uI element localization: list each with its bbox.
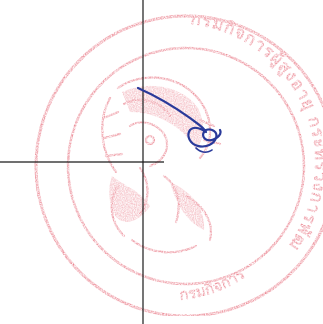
seal-outer-ring: [34, 14, 323, 318]
seal-emblem-shading: [109, 85, 205, 230]
seal-inner-ring: [66, 46, 306, 286]
crosshair-lines: [0, 0, 164, 324]
seal-arc-text-right: กรมกิจการผู้สูงอายุ กระทรวงการพัฒนาสังคม…: [0, 0, 323, 255]
handwritten-signature: [136, 86, 222, 153]
